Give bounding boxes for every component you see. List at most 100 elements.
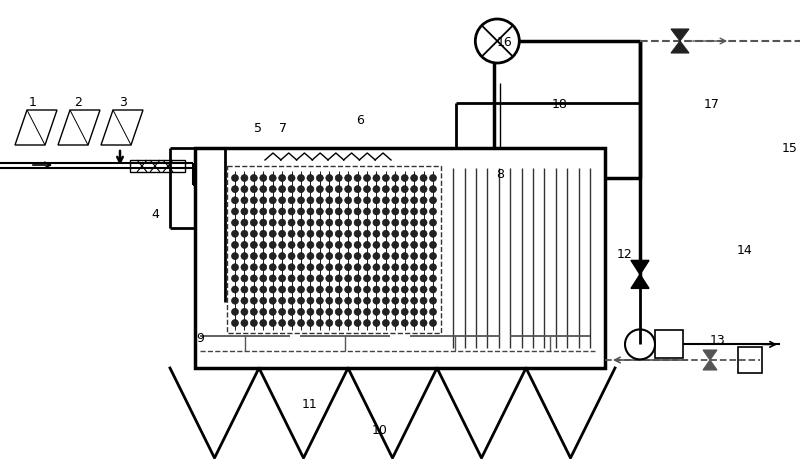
Circle shape xyxy=(420,252,427,260)
Circle shape xyxy=(270,275,276,282)
Circle shape xyxy=(392,319,398,326)
Circle shape xyxy=(420,319,427,326)
Circle shape xyxy=(231,241,238,248)
Circle shape xyxy=(298,230,305,237)
Circle shape xyxy=(326,286,333,293)
Circle shape xyxy=(392,185,398,193)
Circle shape xyxy=(402,230,408,237)
Circle shape xyxy=(250,319,258,326)
Circle shape xyxy=(241,297,248,304)
Circle shape xyxy=(316,319,323,326)
Circle shape xyxy=(410,275,418,282)
Circle shape xyxy=(316,185,323,193)
Text: 15: 15 xyxy=(782,141,798,155)
Circle shape xyxy=(373,241,380,248)
Circle shape xyxy=(250,230,258,237)
Circle shape xyxy=(288,264,295,271)
Circle shape xyxy=(278,219,286,226)
Circle shape xyxy=(335,308,342,315)
Circle shape xyxy=(298,219,305,226)
Circle shape xyxy=(354,185,361,193)
Circle shape xyxy=(241,264,248,271)
Polygon shape xyxy=(703,360,717,370)
Circle shape xyxy=(382,241,390,248)
Circle shape xyxy=(270,208,276,215)
Circle shape xyxy=(241,174,248,181)
Circle shape xyxy=(260,286,266,293)
Circle shape xyxy=(345,197,352,204)
Circle shape xyxy=(373,308,380,315)
Circle shape xyxy=(278,185,286,193)
Circle shape xyxy=(363,275,370,282)
Circle shape xyxy=(392,264,398,271)
Text: 2: 2 xyxy=(74,95,82,108)
Circle shape xyxy=(231,297,238,304)
Circle shape xyxy=(410,197,418,204)
Circle shape xyxy=(373,174,380,181)
Circle shape xyxy=(288,174,295,181)
Circle shape xyxy=(410,264,418,271)
Circle shape xyxy=(250,197,258,204)
Circle shape xyxy=(288,252,295,260)
Circle shape xyxy=(270,197,276,204)
Circle shape xyxy=(382,230,390,237)
Circle shape xyxy=(231,319,238,326)
Circle shape xyxy=(316,297,323,304)
Circle shape xyxy=(278,286,286,293)
Circle shape xyxy=(278,264,286,271)
Circle shape xyxy=(250,308,258,315)
Circle shape xyxy=(402,264,408,271)
Circle shape xyxy=(402,174,408,181)
Circle shape xyxy=(392,197,398,204)
Circle shape xyxy=(430,308,437,315)
Circle shape xyxy=(382,185,390,193)
Circle shape xyxy=(231,275,238,282)
Circle shape xyxy=(231,264,238,271)
Circle shape xyxy=(402,319,408,326)
Circle shape xyxy=(298,252,305,260)
Circle shape xyxy=(335,264,342,271)
Circle shape xyxy=(410,286,418,293)
Circle shape xyxy=(354,241,361,248)
Circle shape xyxy=(382,252,390,260)
Circle shape xyxy=(373,185,380,193)
Circle shape xyxy=(241,275,248,282)
Text: 9: 9 xyxy=(196,331,204,345)
Circle shape xyxy=(373,297,380,304)
Circle shape xyxy=(270,319,276,326)
Circle shape xyxy=(316,197,323,204)
Circle shape xyxy=(270,286,276,293)
Circle shape xyxy=(420,241,427,248)
Circle shape xyxy=(354,197,361,204)
Circle shape xyxy=(288,308,295,315)
Circle shape xyxy=(298,241,305,248)
Circle shape xyxy=(326,297,333,304)
Circle shape xyxy=(270,174,276,181)
Circle shape xyxy=(298,185,305,193)
Circle shape xyxy=(382,308,390,315)
Circle shape xyxy=(278,308,286,315)
Circle shape xyxy=(345,241,352,248)
Circle shape xyxy=(260,208,266,215)
Circle shape xyxy=(298,208,305,215)
Circle shape xyxy=(354,219,361,226)
Circle shape xyxy=(326,308,333,315)
Polygon shape xyxy=(671,41,689,53)
Text: 13: 13 xyxy=(710,334,726,347)
Circle shape xyxy=(278,297,286,304)
Circle shape xyxy=(260,241,266,248)
Circle shape xyxy=(241,252,248,260)
Circle shape xyxy=(278,252,286,260)
Circle shape xyxy=(260,185,266,193)
Circle shape xyxy=(241,241,248,248)
Circle shape xyxy=(288,185,295,193)
Circle shape xyxy=(270,297,276,304)
Circle shape xyxy=(307,230,314,237)
Circle shape xyxy=(231,230,238,237)
Circle shape xyxy=(316,174,323,181)
Circle shape xyxy=(260,197,266,204)
Circle shape xyxy=(260,174,266,181)
Circle shape xyxy=(316,275,323,282)
Circle shape xyxy=(410,241,418,248)
Polygon shape xyxy=(671,29,689,41)
